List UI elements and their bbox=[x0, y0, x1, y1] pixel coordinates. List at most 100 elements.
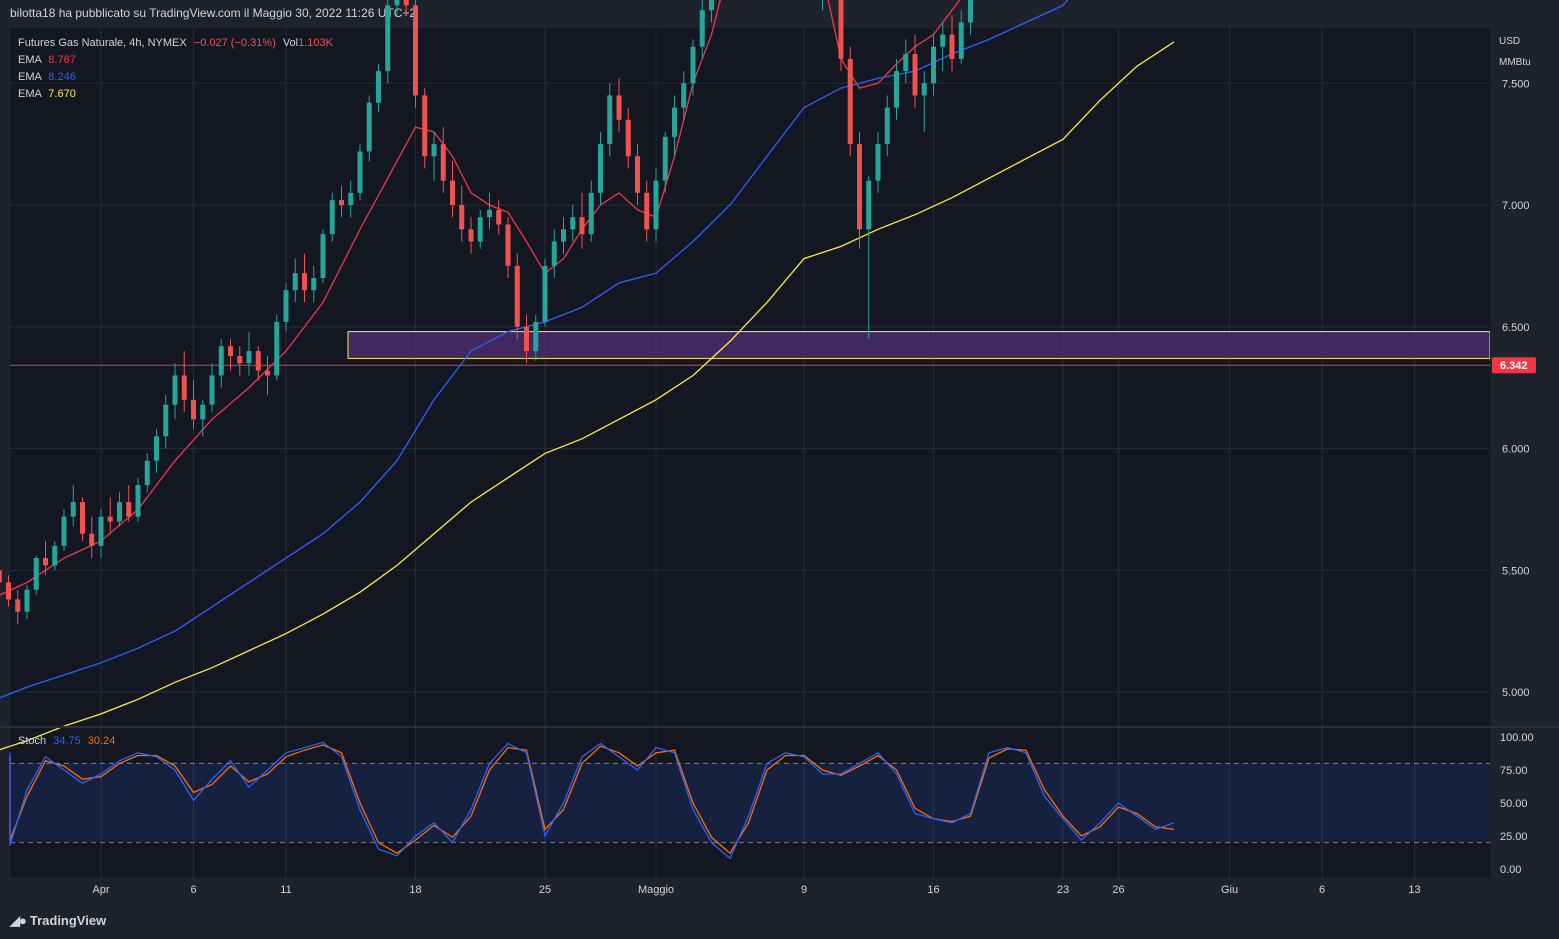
candle-body bbox=[228, 346, 233, 356]
candle bbox=[884, 95, 890, 157]
candle-body bbox=[339, 200, 344, 205]
candle bbox=[440, 127, 446, 193]
candle bbox=[699, 0, 705, 59]
candle bbox=[292, 258, 298, 303]
candle bbox=[598, 131, 603, 205]
price-change: −0.027 (−0.31%) bbox=[193, 37, 276, 49]
candle bbox=[477, 209, 483, 249]
candle bbox=[635, 144, 640, 205]
candle bbox=[339, 185, 344, 218]
ema-label: EMA bbox=[18, 88, 42, 100]
candle bbox=[847, 46, 853, 157]
candle-body bbox=[607, 95, 613, 145]
candle-body bbox=[403, 0, 409, 6]
candle bbox=[949, 15, 955, 72]
ema-row[interactable]: EMA 7.670 bbox=[18, 86, 333, 103]
symbol-row: Futures Gas Naturale, 4h, NYMEX −0.027 (… bbox=[18, 35, 333, 52]
candle bbox=[218, 338, 224, 388]
chart-svg[interactable]: USDMMBtu10.0008.5008.0007.5007.0006.5006… bbox=[0, 0, 1559, 905]
candle bbox=[394, 0, 400, 16]
candle bbox=[126, 485, 132, 522]
time-tick-label: Apr bbox=[92, 884, 109, 896]
candle-body bbox=[857, 144, 862, 230]
candle-body bbox=[524, 326, 529, 352]
candle bbox=[80, 497, 85, 542]
time-tick-label: 6 bbox=[190, 884, 196, 896]
candle bbox=[357, 144, 363, 201]
candle-body bbox=[246, 351, 252, 364]
candle bbox=[450, 161, 455, 218]
candle-body bbox=[662, 136, 668, 181]
candle-body bbox=[903, 54, 909, 72]
ema-line bbox=[0, 0, 961, 596]
price-tick-label: 7.000 bbox=[1502, 200, 1530, 212]
candle-body bbox=[644, 192, 650, 230]
candle bbox=[968, 0, 973, 35]
candle-body bbox=[884, 107, 890, 145]
price-tick-label: 6.000 bbox=[1502, 444, 1530, 456]
candle bbox=[237, 346, 243, 376]
candle-body bbox=[255, 351, 261, 371]
stoch-legend[interactable]: Stoch 34.75 30.24 bbox=[18, 735, 115, 747]
price-tick-label: 5.500 bbox=[1502, 565, 1530, 577]
ema-row[interactable]: EMA 8.246 bbox=[18, 69, 333, 86]
candle-body bbox=[690, 46, 696, 84]
candle bbox=[209, 363, 215, 412]
time-axis bbox=[0, 878, 1559, 905]
candle bbox=[366, 95, 372, 162]
stoch-pane[interactable] bbox=[10, 728, 1490, 878]
candle bbox=[487, 192, 492, 230]
tradingview-logo-icon: ◢● bbox=[10, 913, 27, 928]
publisher-info: bilotta18 ha pubblicato su TradingView.c… bbox=[10, 6, 417, 20]
candle-body bbox=[709, 0, 714, 11]
candle-body bbox=[265, 370, 270, 376]
price-tick-label: 5.000 bbox=[1502, 687, 1530, 699]
stoch-tick-label: 0.00 bbox=[1500, 864, 1521, 876]
stoch-band-fill bbox=[10, 763, 1490, 843]
candle bbox=[570, 205, 576, 242]
ema-row[interactable]: EMA 8.767 bbox=[18, 52, 333, 69]
candle-body bbox=[320, 234, 326, 279]
candle bbox=[117, 492, 122, 527]
ema-label: EMA bbox=[18, 54, 42, 66]
candle bbox=[561, 217, 566, 254]
tradingview-brand: TradingView bbox=[29, 913, 107, 928]
candle bbox=[940, 22, 946, 72]
candle-body bbox=[329, 200, 335, 235]
stoch-tick-label: 75.00 bbox=[1500, 765, 1528, 777]
candle-body bbox=[847, 58, 853, 145]
candle bbox=[551, 229, 557, 279]
candle bbox=[857, 131, 862, 249]
stoch-d-value: 30.24 bbox=[87, 735, 116, 747]
symbol-name[interactable]: Futures Gas Naturale, 4h, NYMEX bbox=[18, 37, 187, 49]
candle-body bbox=[598, 144, 603, 193]
price-chart-pane[interactable] bbox=[10, 28, 1490, 726]
price-level-label: 6.342 bbox=[1500, 360, 1528, 372]
candle bbox=[533, 314, 539, 361]
candle-body bbox=[283, 290, 289, 322]
candle bbox=[52, 541, 58, 571]
candle bbox=[653, 168, 659, 242]
candle bbox=[672, 95, 677, 157]
candle-body bbox=[237, 355, 243, 364]
candle-body bbox=[542, 265, 548, 322]
candle bbox=[144, 453, 150, 493]
ema-value: 7.670 bbox=[48, 88, 76, 100]
tradingview-logo[interactable]: ◢● TradingView bbox=[10, 913, 106, 929]
chart-legend: Futures Gas Naturale, 4h, NYMEX −0.027 (… bbox=[18, 35, 333, 103]
time-tick-label: 13 bbox=[1408, 884, 1420, 896]
candle-body bbox=[107, 516, 113, 522]
candle-body bbox=[672, 107, 677, 137]
price-tick-label: 6.500 bbox=[1502, 322, 1530, 334]
stoch-tick-label: 25.00 bbox=[1500, 831, 1528, 843]
candle bbox=[311, 265, 317, 303]
candle-body bbox=[699, 10, 705, 47]
candle bbox=[163, 394, 169, 449]
candle-body bbox=[98, 516, 104, 546]
time-tick-label: 25 bbox=[539, 884, 551, 896]
candle bbox=[6, 575, 11, 607]
candle bbox=[403, 0, 409, 16]
volume-value: 1.103K bbox=[298, 37, 333, 49]
candle bbox=[135, 477, 141, 522]
time-tick-label: 18 bbox=[409, 884, 421, 896]
